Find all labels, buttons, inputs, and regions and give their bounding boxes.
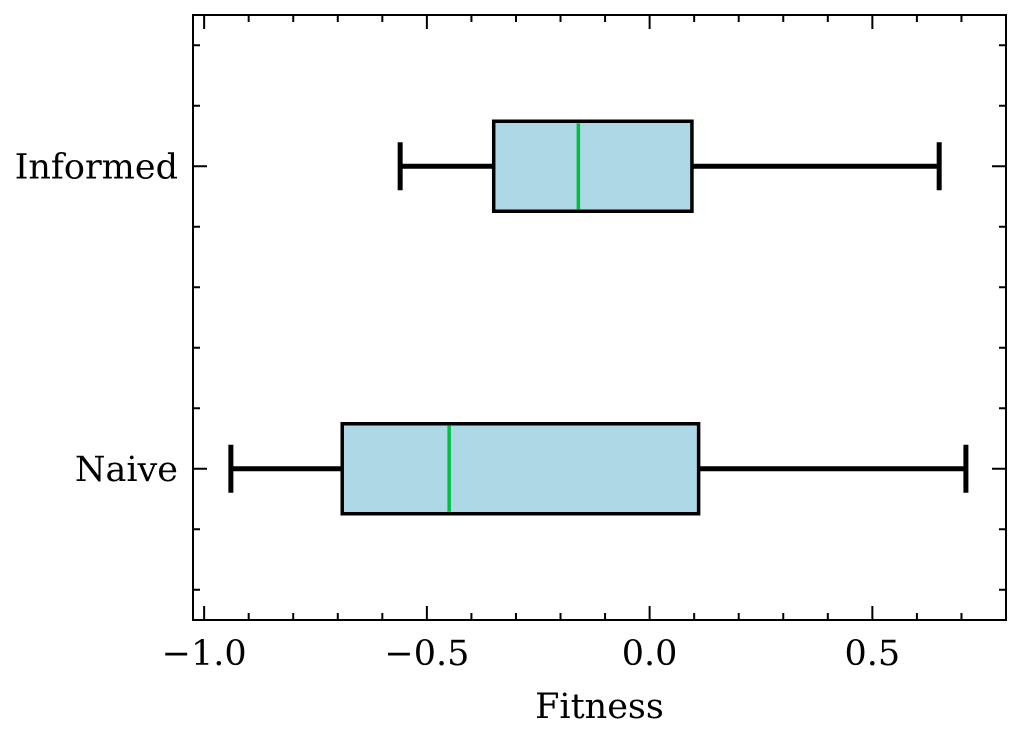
x-tick-label: −1.0 [162,634,247,674]
x-tick-label: 0.0 [622,634,678,674]
boxes-layer [228,119,969,516]
x-tick-label: −0.5 [384,634,469,674]
informed-box [491,119,694,213]
naive-box [340,422,701,516]
x-axis-label: Fitness [535,687,664,727]
y-tick-label-informed: Informed [15,147,178,187]
ticks-layer: −1.0 −0.5 0.0 0.5 Naive Informed [15,15,1007,674]
axes-frame [192,14,1007,621]
x-tick-label: 0.5 [845,634,901,674]
y-tick-label-naive: Naive [75,450,178,490]
